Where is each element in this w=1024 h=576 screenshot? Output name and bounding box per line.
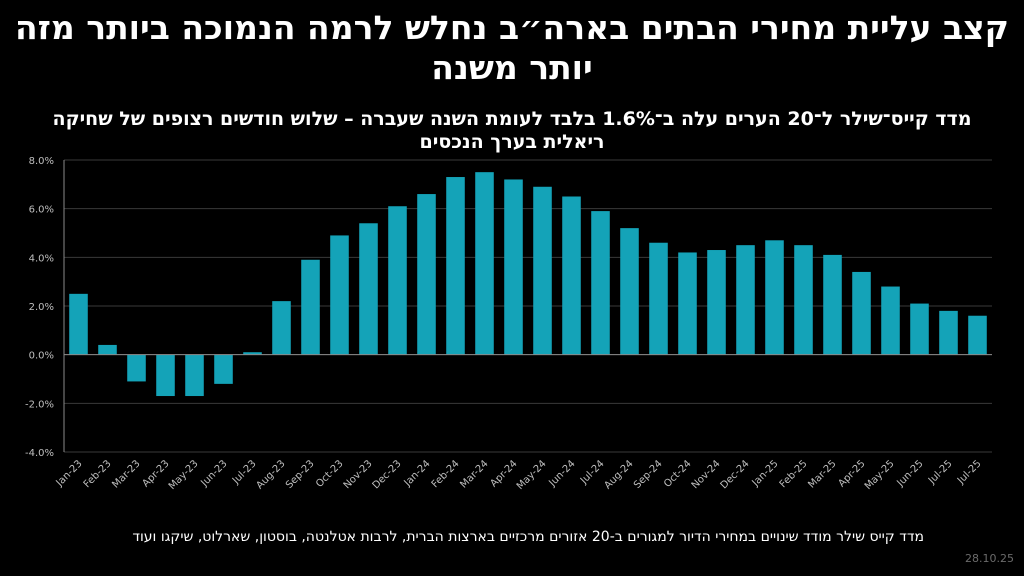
bar-Jul-25 bbox=[968, 315, 987, 355]
x-tick-label: Feb-25 bbox=[778, 458, 810, 490]
bar-Aug-23 bbox=[272, 301, 291, 355]
bar-Nov-24 bbox=[707, 250, 726, 355]
bar-Oct-24 bbox=[678, 252, 697, 355]
y-tick-label: 4.0% bbox=[29, 253, 54, 264]
bar-Jan-24 bbox=[417, 194, 436, 355]
bar-Oct-23 bbox=[330, 235, 349, 355]
x-tick-label: May-24 bbox=[515, 458, 549, 492]
footnote: מדד קייס שילר מודד שינויים במחירי הדיור … bbox=[132, 529, 924, 545]
x-tick-label: Dec-24 bbox=[719, 458, 752, 491]
x-tick-label: Oct-23 bbox=[314, 458, 346, 490]
bar-Jul-25 bbox=[939, 310, 958, 355]
bar-Sep-23 bbox=[301, 259, 320, 355]
publish-date: 28.10.25 bbox=[965, 552, 1014, 565]
x-tick-label: Mar-24 bbox=[458, 458, 490, 490]
x-tick-label: Jun-23 bbox=[199, 458, 230, 489]
x-tick-label: Dec-23 bbox=[371, 458, 404, 491]
x-tick-label: Feb-24 bbox=[430, 458, 462, 490]
bar-Jul-24 bbox=[591, 211, 610, 355]
bar-Apr-23 bbox=[156, 354, 175, 397]
x-tick-label: Mar-25 bbox=[806, 458, 838, 490]
x-tick-label: Jan-25 bbox=[750, 458, 781, 489]
bar-chart: -4.0%-2.0%0.0%2.0%4.0%6.0%8.0%Jan-23Feb-… bbox=[25, 156, 992, 492]
bar-Mar-25 bbox=[823, 254, 842, 355]
x-tick-label: Nov-24 bbox=[690, 458, 723, 491]
x-tick-label: Jun-24 bbox=[547, 458, 578, 489]
bar-Mar-23 bbox=[127, 354, 146, 382]
bar-Dec-24 bbox=[736, 245, 755, 355]
bar-Nov-23 bbox=[359, 223, 378, 355]
x-tick-label: Jan-24 bbox=[402, 458, 433, 489]
y-tick-label: 0.0% bbox=[29, 351, 54, 362]
bar-May-24 bbox=[533, 186, 552, 355]
x-tick-label: Aug-23 bbox=[254, 458, 287, 491]
bar-Feb-24 bbox=[446, 177, 465, 355]
x-tick-label: Feb-23 bbox=[82, 458, 114, 490]
bar-Sep-24 bbox=[649, 242, 668, 355]
chart-title: קצב עליית מחירי הבתים בארה״ב נחלש לרמה ה… bbox=[15, 8, 1009, 87]
x-tick-label: May-25 bbox=[863, 458, 897, 492]
bar-Dec-23 bbox=[388, 206, 407, 355]
bar-May-25 bbox=[881, 286, 900, 355]
x-tick-label: Jul-25 bbox=[955, 458, 984, 487]
bar-Feb-25 bbox=[794, 245, 813, 355]
chart-subtitle: מדד קייס־שילר ל־20 הערים עלה ב־1.6% בלבד… bbox=[52, 108, 972, 153]
bar-Apr-25 bbox=[852, 271, 871, 355]
x-tick-label: Sep-24 bbox=[632, 458, 665, 491]
bar-Jun-24 bbox=[562, 196, 581, 355]
x-tick-label: Sep-23 bbox=[284, 458, 317, 491]
bar-Apr-24 bbox=[504, 179, 523, 355]
x-tick-label: Jun-25 bbox=[895, 458, 926, 489]
bar-Jun-23 bbox=[214, 354, 233, 384]
y-tick-label: -4.0% bbox=[25, 448, 54, 459]
y-tick-label: 8.0% bbox=[29, 156, 54, 167]
y-tick-label: -2.0% bbox=[25, 399, 54, 410]
x-tick-label: Oct-24 bbox=[662, 458, 694, 490]
x-tick-label: May-23 bbox=[167, 458, 201, 492]
x-tick-label: Jul-25 bbox=[926, 458, 955, 487]
bar-May-23 bbox=[185, 354, 204, 397]
bar-Feb-23 bbox=[98, 344, 117, 355]
bar-Jul-23 bbox=[243, 352, 262, 355]
x-tick-label: Jan-23 bbox=[54, 458, 85, 489]
bar-Jan-23 bbox=[69, 293, 88, 355]
bar-Jan-25 bbox=[765, 240, 784, 355]
x-tick-label: Aug-24 bbox=[602, 458, 635, 491]
bar-Aug-24 bbox=[620, 228, 639, 355]
y-tick-label: 6.0% bbox=[29, 205, 54, 216]
bar-Jun-25 bbox=[910, 303, 929, 355]
x-tick-label: Nov-23 bbox=[342, 458, 375, 491]
x-tick-label: Mar-23 bbox=[110, 458, 142, 490]
y-tick-label: 2.0% bbox=[29, 302, 54, 313]
bar-Mar-24 bbox=[475, 172, 494, 355]
